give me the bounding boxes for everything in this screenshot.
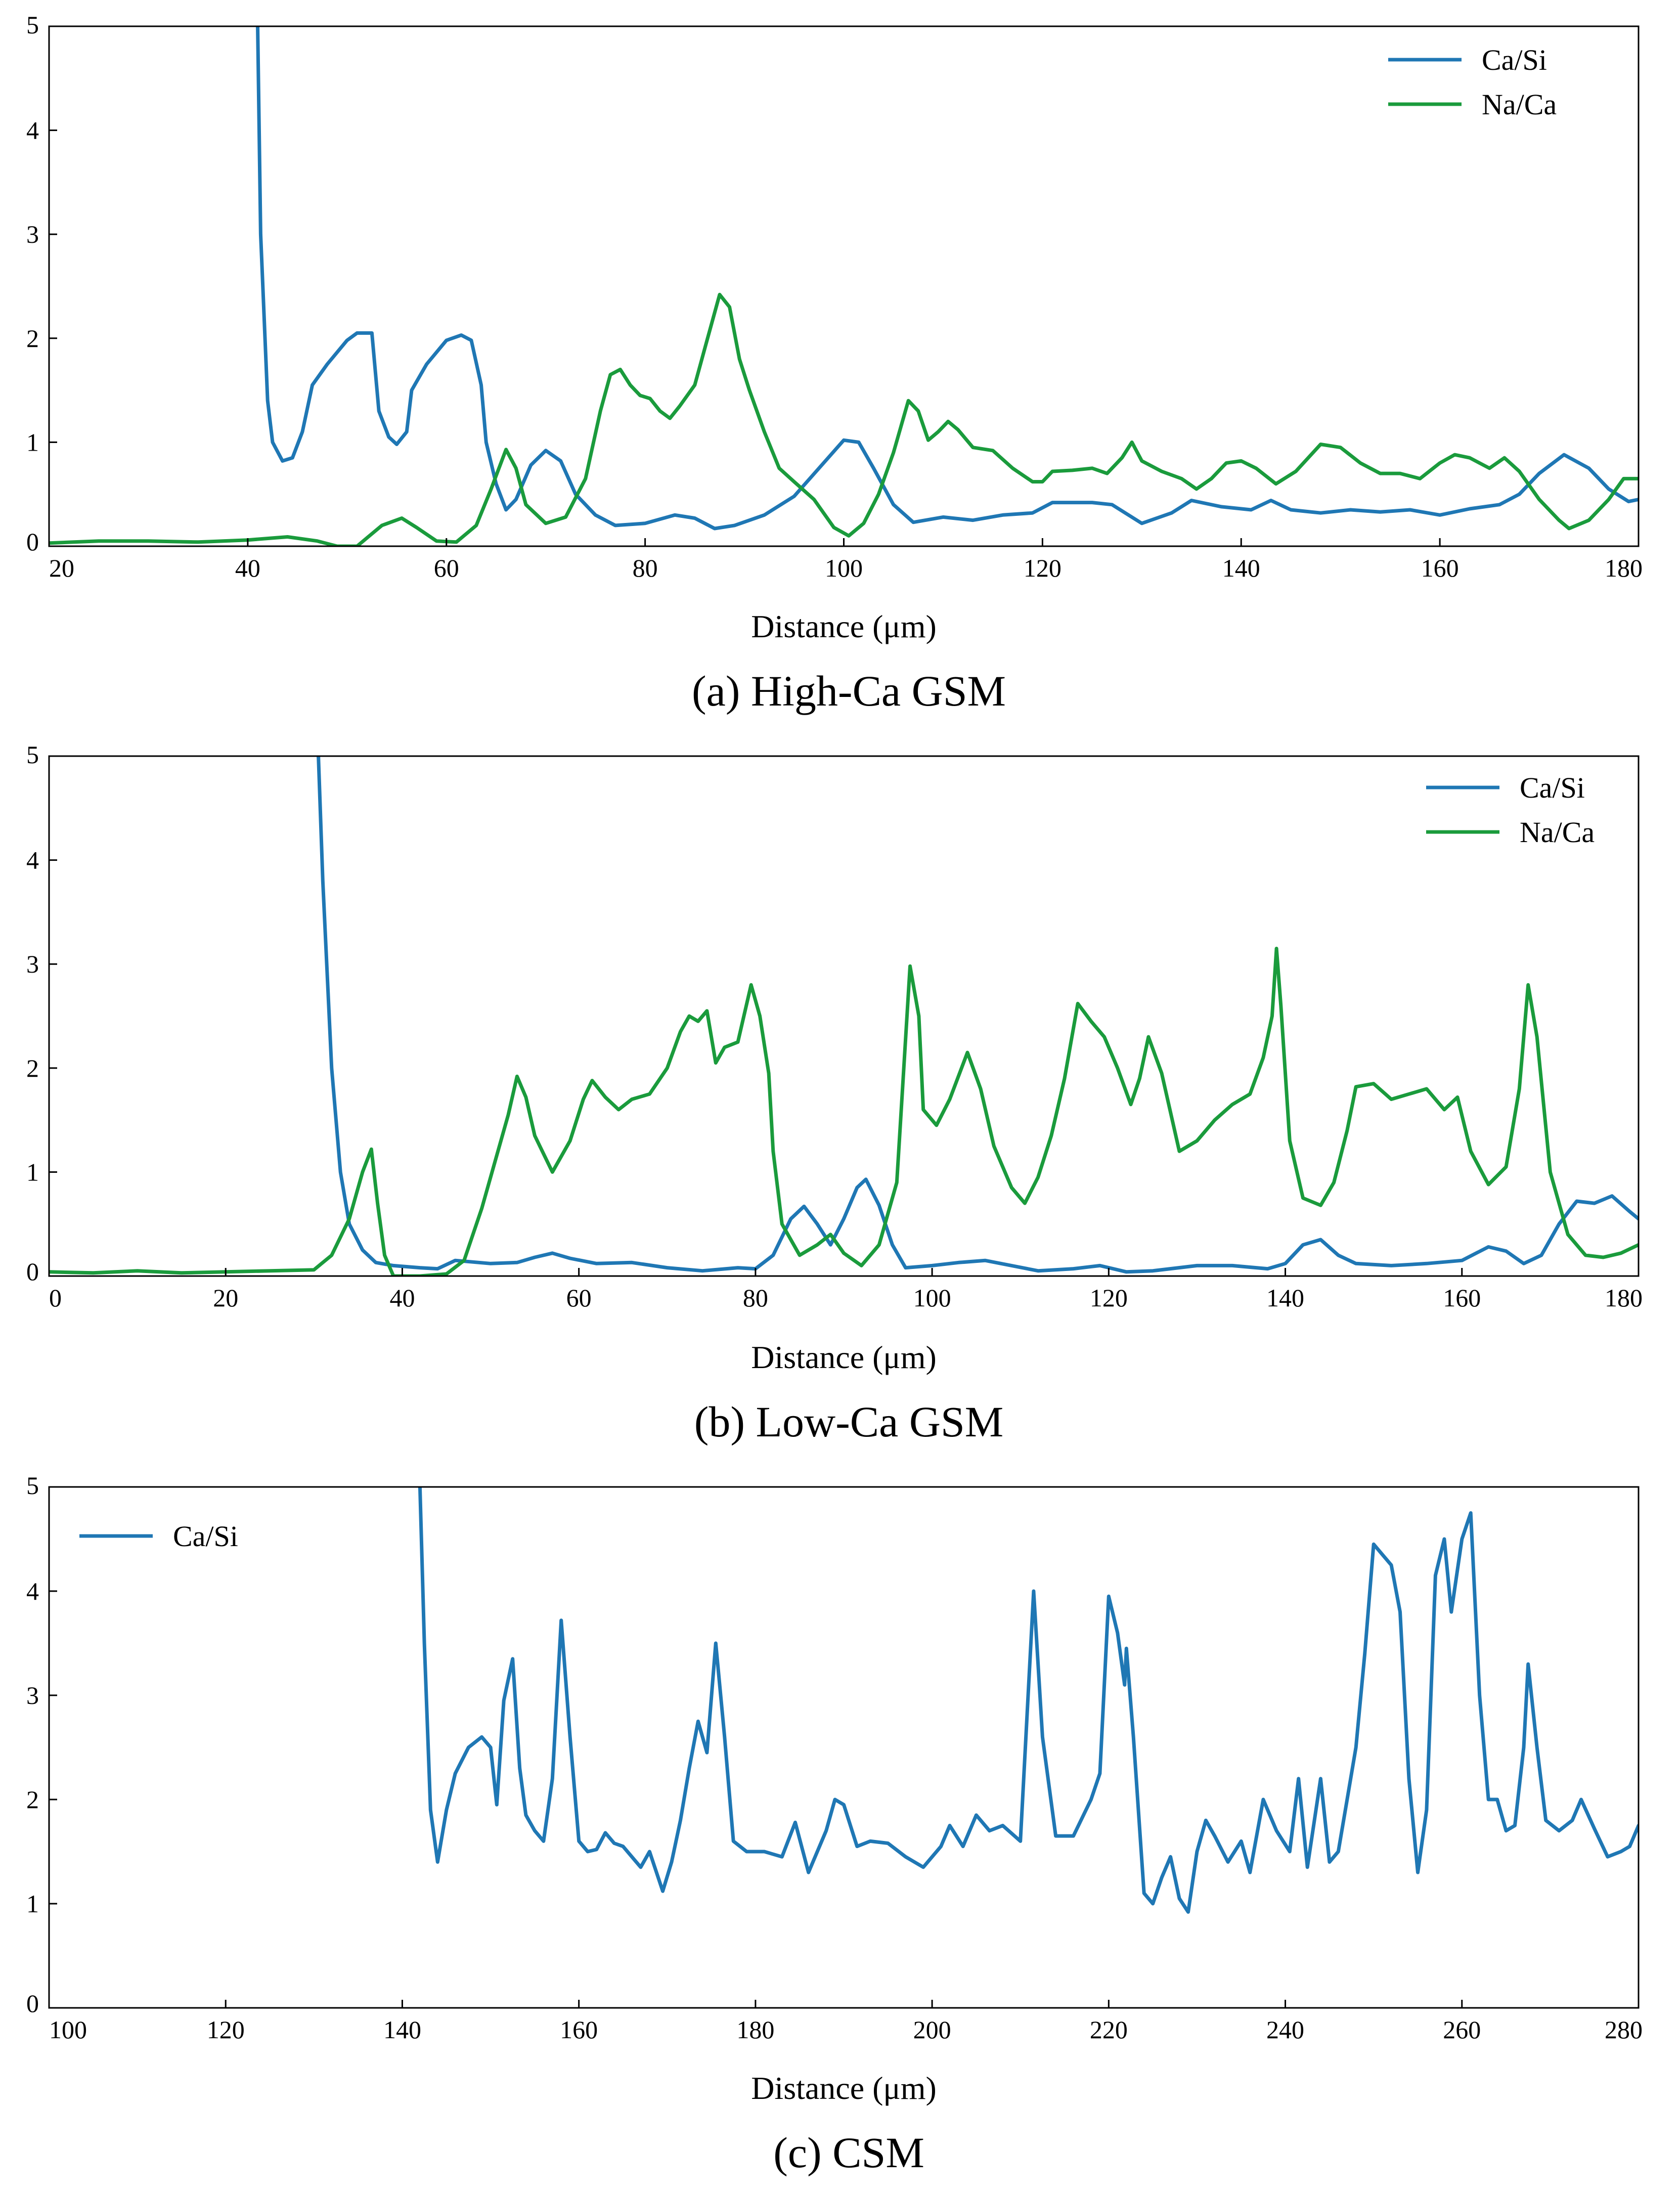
series-line-na-ca	[49, 292, 1639, 546]
chart-panel-2: 100 120 140 160 180 200 220 240 260 280 0 1 2 3 4 5 Dist…	[26, 1471, 1643, 2177]
x-tick-label: 100	[913, 1284, 951, 1312]
x-tick-label: 40	[389, 1284, 415, 1312]
x-tick-label: 140	[1266, 1284, 1304, 1312]
y-tick-label: 3	[26, 1681, 39, 1709]
x-axis-title: Distance (μm)	[751, 608, 937, 644]
x-tick-label: 160	[1443, 1284, 1481, 1312]
legend-label: Na/Ca	[1482, 88, 1557, 121]
x-tick-label: 120	[207, 2015, 245, 2044]
y-tick-label: 0	[26, 528, 39, 556]
y-tick-label: 3	[26, 220, 39, 248]
x-tick-label: 260	[1443, 2015, 1481, 2044]
y-tick-label: 1	[26, 1890, 39, 1918]
x-tick-label: 80	[633, 554, 658, 582]
x-tick-label: 20	[49, 554, 74, 582]
plot-frame	[48, 755, 1640, 1277]
x-tick-label: 40	[235, 554, 260, 582]
y-tick-label: 2	[26, 1054, 39, 1082]
x-tick-label: 120	[1090, 1284, 1128, 1312]
legend-label: Ca/Si	[1482, 43, 1547, 76]
series-line-ca-si	[317, 756, 1639, 1274]
x-tick-label: 200	[913, 2015, 951, 2044]
x-axis-title: Distance (μm)	[751, 1339, 937, 1375]
x-tick-label: 180	[736, 2015, 774, 2044]
y-tick-label: 4	[26, 846, 39, 874]
series-line-na-ca	[49, 946, 1639, 1276]
x-tick-label: 240	[1266, 2015, 1304, 2044]
panel-caption: (b) Low-Ca GSM	[694, 1397, 1004, 1446]
x-tick-label: 100	[49, 2015, 87, 2044]
y-tick-label: 0	[26, 1257, 39, 1286]
y-tick-label: 5	[26, 1471, 39, 1500]
x-tick-label: 160	[1421, 554, 1459, 582]
legend: Ca/Si Na/Ca	[1426, 771, 1595, 849]
series-line-ca-si	[256, 26, 1639, 531]
chart-panel-0: 20 40 60 80 100 120 140 160 180 0 1 2 3 4 5 Distance (μ…	[26, 11, 1643, 715]
x-tick-label: 60	[434, 554, 459, 582]
legend-label: Na/Ca	[1520, 816, 1595, 849]
y-tick-label: 1	[26, 428, 39, 456]
x-tick-label: 0	[49, 1284, 62, 1312]
series-line-ca-si	[418, 1487, 1639, 1914]
x-tick-label: 100	[825, 554, 863, 582]
x-tick-label: 60	[566, 1284, 592, 1312]
y-tick-label: 4	[26, 1577, 39, 1605]
x-tick-label: 20	[213, 1284, 238, 1312]
legend-label: Ca/Si	[1520, 771, 1585, 804]
legend-label: Ca/Si	[173, 1520, 238, 1553]
chart-panel-1: 0 20 40 60 80 100 120 140 160 180 0 1 2 3 4 5 Distance (…	[26, 740, 1643, 1446]
x-tick-label: 140	[1222, 554, 1260, 582]
panel-caption: (a) High-Ca GSM	[692, 667, 1006, 715]
y-tick-label: 3	[26, 950, 39, 978]
y-tick-label: 2	[26, 324, 39, 353]
y-tick-label: 1	[26, 1158, 39, 1186]
legend: Ca/Si Na/Ca	[1388, 43, 1557, 121]
y-tick-label: 5	[26, 740, 39, 769]
x-tick-label: 160	[560, 2015, 598, 2044]
y-tick-label: 5	[26, 11, 39, 39]
x-axis-title: Distance (μm)	[751, 2070, 937, 2106]
y-tick-label: 0	[26, 1989, 39, 2017]
x-tick-label: 280	[1605, 2015, 1643, 2044]
x-tick-label: 140	[383, 2015, 421, 2044]
panel-caption: (c) CSM	[773, 2128, 924, 2177]
x-tick-label: 180	[1605, 1284, 1643, 1312]
y-tick-label: 4	[26, 116, 39, 145]
x-tick-label: 220	[1090, 2015, 1128, 2044]
x-tick-label: 80	[743, 1284, 768, 1312]
legend: Ca/Si	[79, 1520, 238, 1553]
x-tick-label: 120	[1024, 554, 1062, 582]
plot-frame	[48, 1486, 1640, 2009]
x-tick-label: 180	[1605, 554, 1643, 582]
y-tick-label: 2	[26, 1785, 39, 1814]
